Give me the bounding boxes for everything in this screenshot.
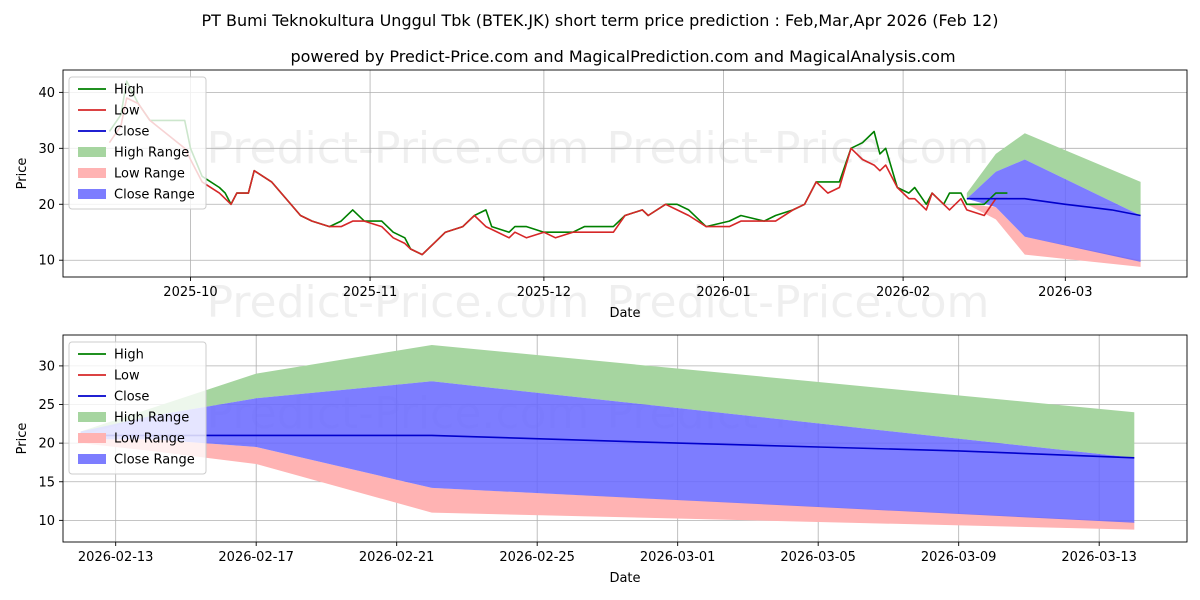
- y-tick-label: 10: [38, 514, 55, 529]
- y-axis-label: Price: [15, 158, 30, 190]
- x-tick-label: 2026-02-13: [78, 550, 154, 565]
- low-legend-label: Low: [114, 104, 140, 119]
- low-range-legend-label: Low Range: [114, 432, 185, 447]
- low-range-legend-label: Low Range: [114, 167, 185, 182]
- x-tick-label: 2026-02-21: [359, 550, 435, 565]
- main-title: PT Bumi Teknokultura Unggul Tbk (BTEK.JK…: [202, 11, 999, 30]
- close-series-line: [966, 197, 1141, 217]
- plot-area: [80, 345, 1135, 530]
- low-series-line: [108, 97, 1008, 256]
- x-tick-label: 2026-02: [876, 285, 930, 300]
- legend: High Low Close High Range Low Range Close Ran…: [68, 76, 207, 210]
- sub-title: powered by Predict-Price.com and Magical…: [290, 47, 955, 66]
- high-range-area: [966, 133, 1141, 216]
- plot-area: [108, 80, 1141, 267]
- low-range-legend-swatch: [78, 433, 106, 443]
- high-range-legend-swatch: [78, 147, 106, 157]
- x-tick-label: 2025-12: [517, 285, 571, 300]
- close-series-line: [80, 434, 1135, 459]
- high-range-area: [80, 345, 1135, 458]
- y-tick-label: 25: [38, 398, 55, 413]
- close-range-area: [966, 159, 1141, 262]
- x-tick-label: 2025-10: [163, 285, 217, 300]
- legend: High Low Close High Range Low Range Close Ran…: [68, 341, 207, 475]
- y-axis-label: Price: [15, 423, 30, 455]
- close-range-legend-label: Close Range: [114, 453, 195, 468]
- low-range-area: [966, 204, 1141, 267]
- x-tick-label: 2026-02-25: [499, 550, 575, 565]
- x-tick-label: 2025-11: [343, 285, 397, 300]
- axes-frame: [62, 334, 1188, 543]
- high-legend-label: High: [114, 348, 144, 363]
- x-tick-label: 2026-03: [1038, 285, 1092, 300]
- watermark-text: Predict-Price.com: [207, 277, 590, 328]
- high-range-legend-label: High Range: [114, 146, 189, 161]
- close-range-legend-swatch: [78, 189, 106, 199]
- close-legend-label: Close: [114, 125, 149, 140]
- y-tick-label: 30: [38, 142, 55, 157]
- y-tick-label: 10: [38, 254, 55, 269]
- x-tick-label: 2026-03-05: [780, 550, 856, 565]
- close-range-legend-label: Close Range: [114, 188, 195, 203]
- close-legend-label: Close: [114, 390, 149, 405]
- high-legend-label: High: [114, 83, 144, 98]
- history-chart-panel: Predict-Price.com Predict-Price.comPredic…: [15, 69, 1188, 328]
- x-axis-label: Date: [609, 571, 640, 586]
- x-tick-label: 2026-03-13: [1061, 550, 1137, 565]
- y-tick-label: 30: [38, 359, 55, 374]
- x-tick-label: 2026-02-17: [218, 550, 294, 565]
- low-range-legend-swatch: [78, 168, 106, 178]
- y-tick-label: 15: [38, 475, 55, 490]
- x-tick-label: 2026-01: [696, 285, 750, 300]
- prediction-chart-panel: Predict-Price.comPredict-Price.com2026-0…: [15, 334, 1188, 586]
- high-range-legend-label: High Range: [114, 411, 189, 426]
- watermark-text: Predict-Price.com: [607, 277, 990, 328]
- high-range-legend-swatch: [78, 412, 106, 422]
- x-tick-label: 2026-03-09: [921, 550, 997, 565]
- x-tick-label: 2026-03-01: [640, 550, 716, 565]
- close-range-area: [80, 381, 1135, 523]
- x-axis-label: Date: [609, 306, 640, 321]
- y-tick-label: 40: [38, 86, 55, 101]
- axes-frame: [62, 69, 1188, 278]
- y-tick-label: 20: [38, 437, 55, 452]
- y-tick-label: 20: [38, 198, 55, 213]
- low-legend-label: Low: [114, 369, 140, 384]
- close-range-legend-swatch: [78, 454, 106, 464]
